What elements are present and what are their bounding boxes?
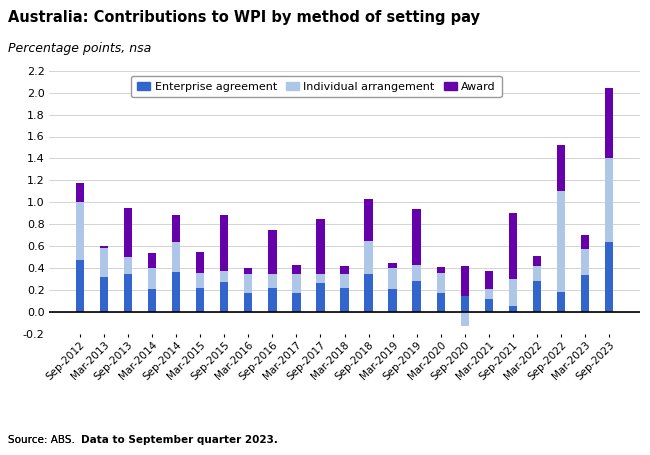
Bar <box>533 266 541 281</box>
Bar <box>75 260 84 313</box>
Text: Percentage points, nsa: Percentage points, nsa <box>8 42 151 55</box>
Text: Australia: Contributions to WPI by method of setting pay: Australia: Contributions to WPI by metho… <box>8 10 480 25</box>
Bar <box>509 279 517 306</box>
Bar <box>461 313 469 326</box>
Bar <box>389 268 397 289</box>
Bar <box>461 296 469 313</box>
Bar <box>437 293 445 313</box>
Bar <box>605 242 614 313</box>
Bar <box>317 274 324 283</box>
Bar <box>244 293 252 313</box>
Bar <box>124 274 132 313</box>
Bar <box>244 274 252 293</box>
Bar <box>581 236 590 248</box>
Bar <box>148 253 156 268</box>
Bar <box>605 88 614 158</box>
Bar <box>533 281 541 313</box>
Bar <box>244 268 252 274</box>
Bar <box>196 288 204 313</box>
Text: Data to September quarter 2023.: Data to September quarter 2023. <box>81 435 278 445</box>
Bar <box>124 208 132 258</box>
Bar <box>317 219 324 274</box>
Bar <box>557 192 566 292</box>
Bar <box>533 256 541 266</box>
Bar <box>268 288 276 313</box>
Bar <box>99 277 108 313</box>
Bar <box>557 292 566 313</box>
Bar <box>341 288 348 313</box>
Bar <box>220 282 228 313</box>
Bar <box>292 293 300 313</box>
Bar <box>124 258 132 274</box>
Text: Source: ABS.: Source: ABS. <box>8 435 81 445</box>
Bar <box>317 283 324 313</box>
Bar <box>437 268 445 273</box>
Legend: Enterprise agreement, Individual arrangement, Award: Enterprise agreement, Individual arrange… <box>131 76 502 97</box>
Bar <box>389 289 397 313</box>
Bar <box>292 274 300 293</box>
Bar <box>99 248 108 277</box>
Bar <box>461 266 469 296</box>
Bar <box>196 252 204 273</box>
Bar <box>413 209 421 265</box>
Bar <box>485 299 493 313</box>
Bar <box>437 273 445 293</box>
Bar <box>268 230 276 274</box>
Bar <box>148 268 156 289</box>
Bar <box>341 266 348 274</box>
Bar <box>557 145 566 192</box>
Bar <box>485 289 493 299</box>
Bar <box>148 289 156 313</box>
Bar <box>220 215 228 271</box>
Bar <box>172 215 180 242</box>
Bar <box>365 241 372 274</box>
Bar <box>365 199 372 241</box>
Bar <box>268 274 276 288</box>
Bar <box>99 247 108 248</box>
Bar <box>605 158 614 242</box>
Bar <box>413 265 421 281</box>
Bar <box>75 182 84 202</box>
Bar <box>389 263 397 268</box>
Bar <box>509 306 517 313</box>
Bar <box>341 274 348 288</box>
Bar <box>172 242 180 272</box>
Bar <box>365 274 372 313</box>
Bar <box>292 265 300 274</box>
Bar <box>196 273 204 288</box>
Bar <box>581 248 590 275</box>
Bar <box>413 281 421 313</box>
Bar <box>485 271 493 289</box>
Bar <box>220 271 228 282</box>
Bar <box>509 213 517 279</box>
Bar <box>75 202 84 260</box>
Text: Source: ABS.: Source: ABS. <box>8 435 81 445</box>
Bar <box>581 275 590 313</box>
Bar <box>172 272 180 313</box>
